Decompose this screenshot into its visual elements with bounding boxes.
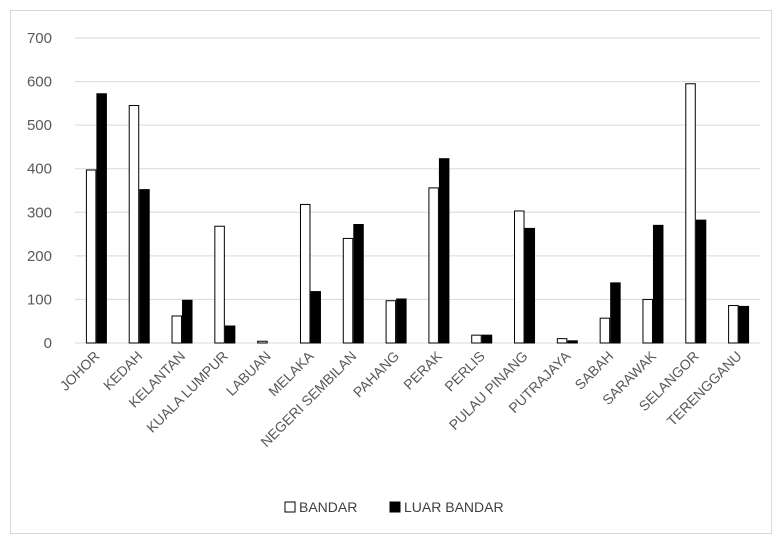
bar-luar-bandar-putrajaya [567, 340, 578, 344]
y-axis-ticks: 0 100 200 300 400 500 600 700 [27, 30, 52, 352]
bar-luar-bandar-kelantan [182, 299, 193, 344]
bar-bandar-putrajaya [556, 338, 568, 344]
bar-bandar-melaka [299, 203, 311, 344]
bar-luar-bandar-johor [96, 93, 107, 344]
legend-label-bandar: BANDAR [299, 499, 357, 515]
bar-luar-bandar-selangor [695, 219, 707, 344]
bar-bandar-labuan [257, 340, 268, 344]
bar-bandar-pulau-pinang [514, 210, 525, 344]
bar-bandar-negeri-sembilan [342, 237, 354, 344]
x-tick-label: PAHANG [350, 348, 402, 400]
y-tick-label: 700 [27, 30, 52, 47]
y-tick-label: 500 [27, 117, 52, 134]
y-tick-label: 600 [27, 74, 52, 91]
bar-bandar-perak [428, 187, 439, 344]
bar-luar-bandar-pahang [396, 298, 407, 344]
bar-bandar-selangor [685, 83, 696, 344]
bar-bandar-terengganu [728, 305, 739, 344]
y-tick-label: 300 [27, 204, 52, 221]
x-tick-label: KUALA LUMPUR [143, 348, 231, 436]
bar-luar-bandar-kedah [139, 189, 150, 344]
legend-swatch-bandar [284, 501, 296, 513]
bar-luar-bandar-sabah [610, 282, 621, 344]
bar-bandar-sabah [599, 317, 611, 344]
legend-swatch-luar-bandar [389, 501, 401, 513]
bar-luar-bandar-terengganu [738, 305, 750, 344]
bar-bandar-kelantan [171, 315, 183, 344]
y-tick-label: 200 [27, 248, 52, 265]
bar-bandar-johor [85, 169, 97, 344]
bar-luar-bandar-pulau-pinang [524, 227, 536, 344]
bar-luar-bandar-kuala-lumpur [224, 325, 236, 344]
bar-luar-bandar-perlis [481, 334, 493, 344]
bar-luar-bandar-perak [438, 158, 450, 344]
bars [85, 83, 750, 344]
y-tick-label: 400 [27, 161, 52, 178]
x-tick-label: PULAU PINANG [446, 348, 531, 433]
bar-luar-bandar-melaka [310, 291, 321, 344]
y-tick-label: 100 [27, 291, 52, 308]
bar-luar-bandar-sarawak [652, 224, 664, 344]
bar-bandar-sarawak [642, 298, 653, 344]
bar-bandar-perlis [471, 334, 482, 344]
bar-bandar-kedah [128, 105, 140, 344]
y-tick-label: 0 [44, 335, 52, 352]
legend-label-luar-bandar: LUAR BANDAR [404, 499, 504, 515]
x-tick-label: TERENGGANU [664, 348, 745, 429]
x-tick-label: JOHOR [57, 348, 103, 394]
x-tick-label: PERAK [400, 347, 445, 392]
bar-bandar-pahang [385, 300, 397, 344]
bar-bandar-kuala-lumpur [214, 225, 225, 344]
bar-luar-bandar-negeri-sembilan [353, 223, 364, 344]
x-tick-label: LABUAN [223, 348, 274, 399]
legend: BANDAR LUAR BANDAR [284, 499, 504, 515]
